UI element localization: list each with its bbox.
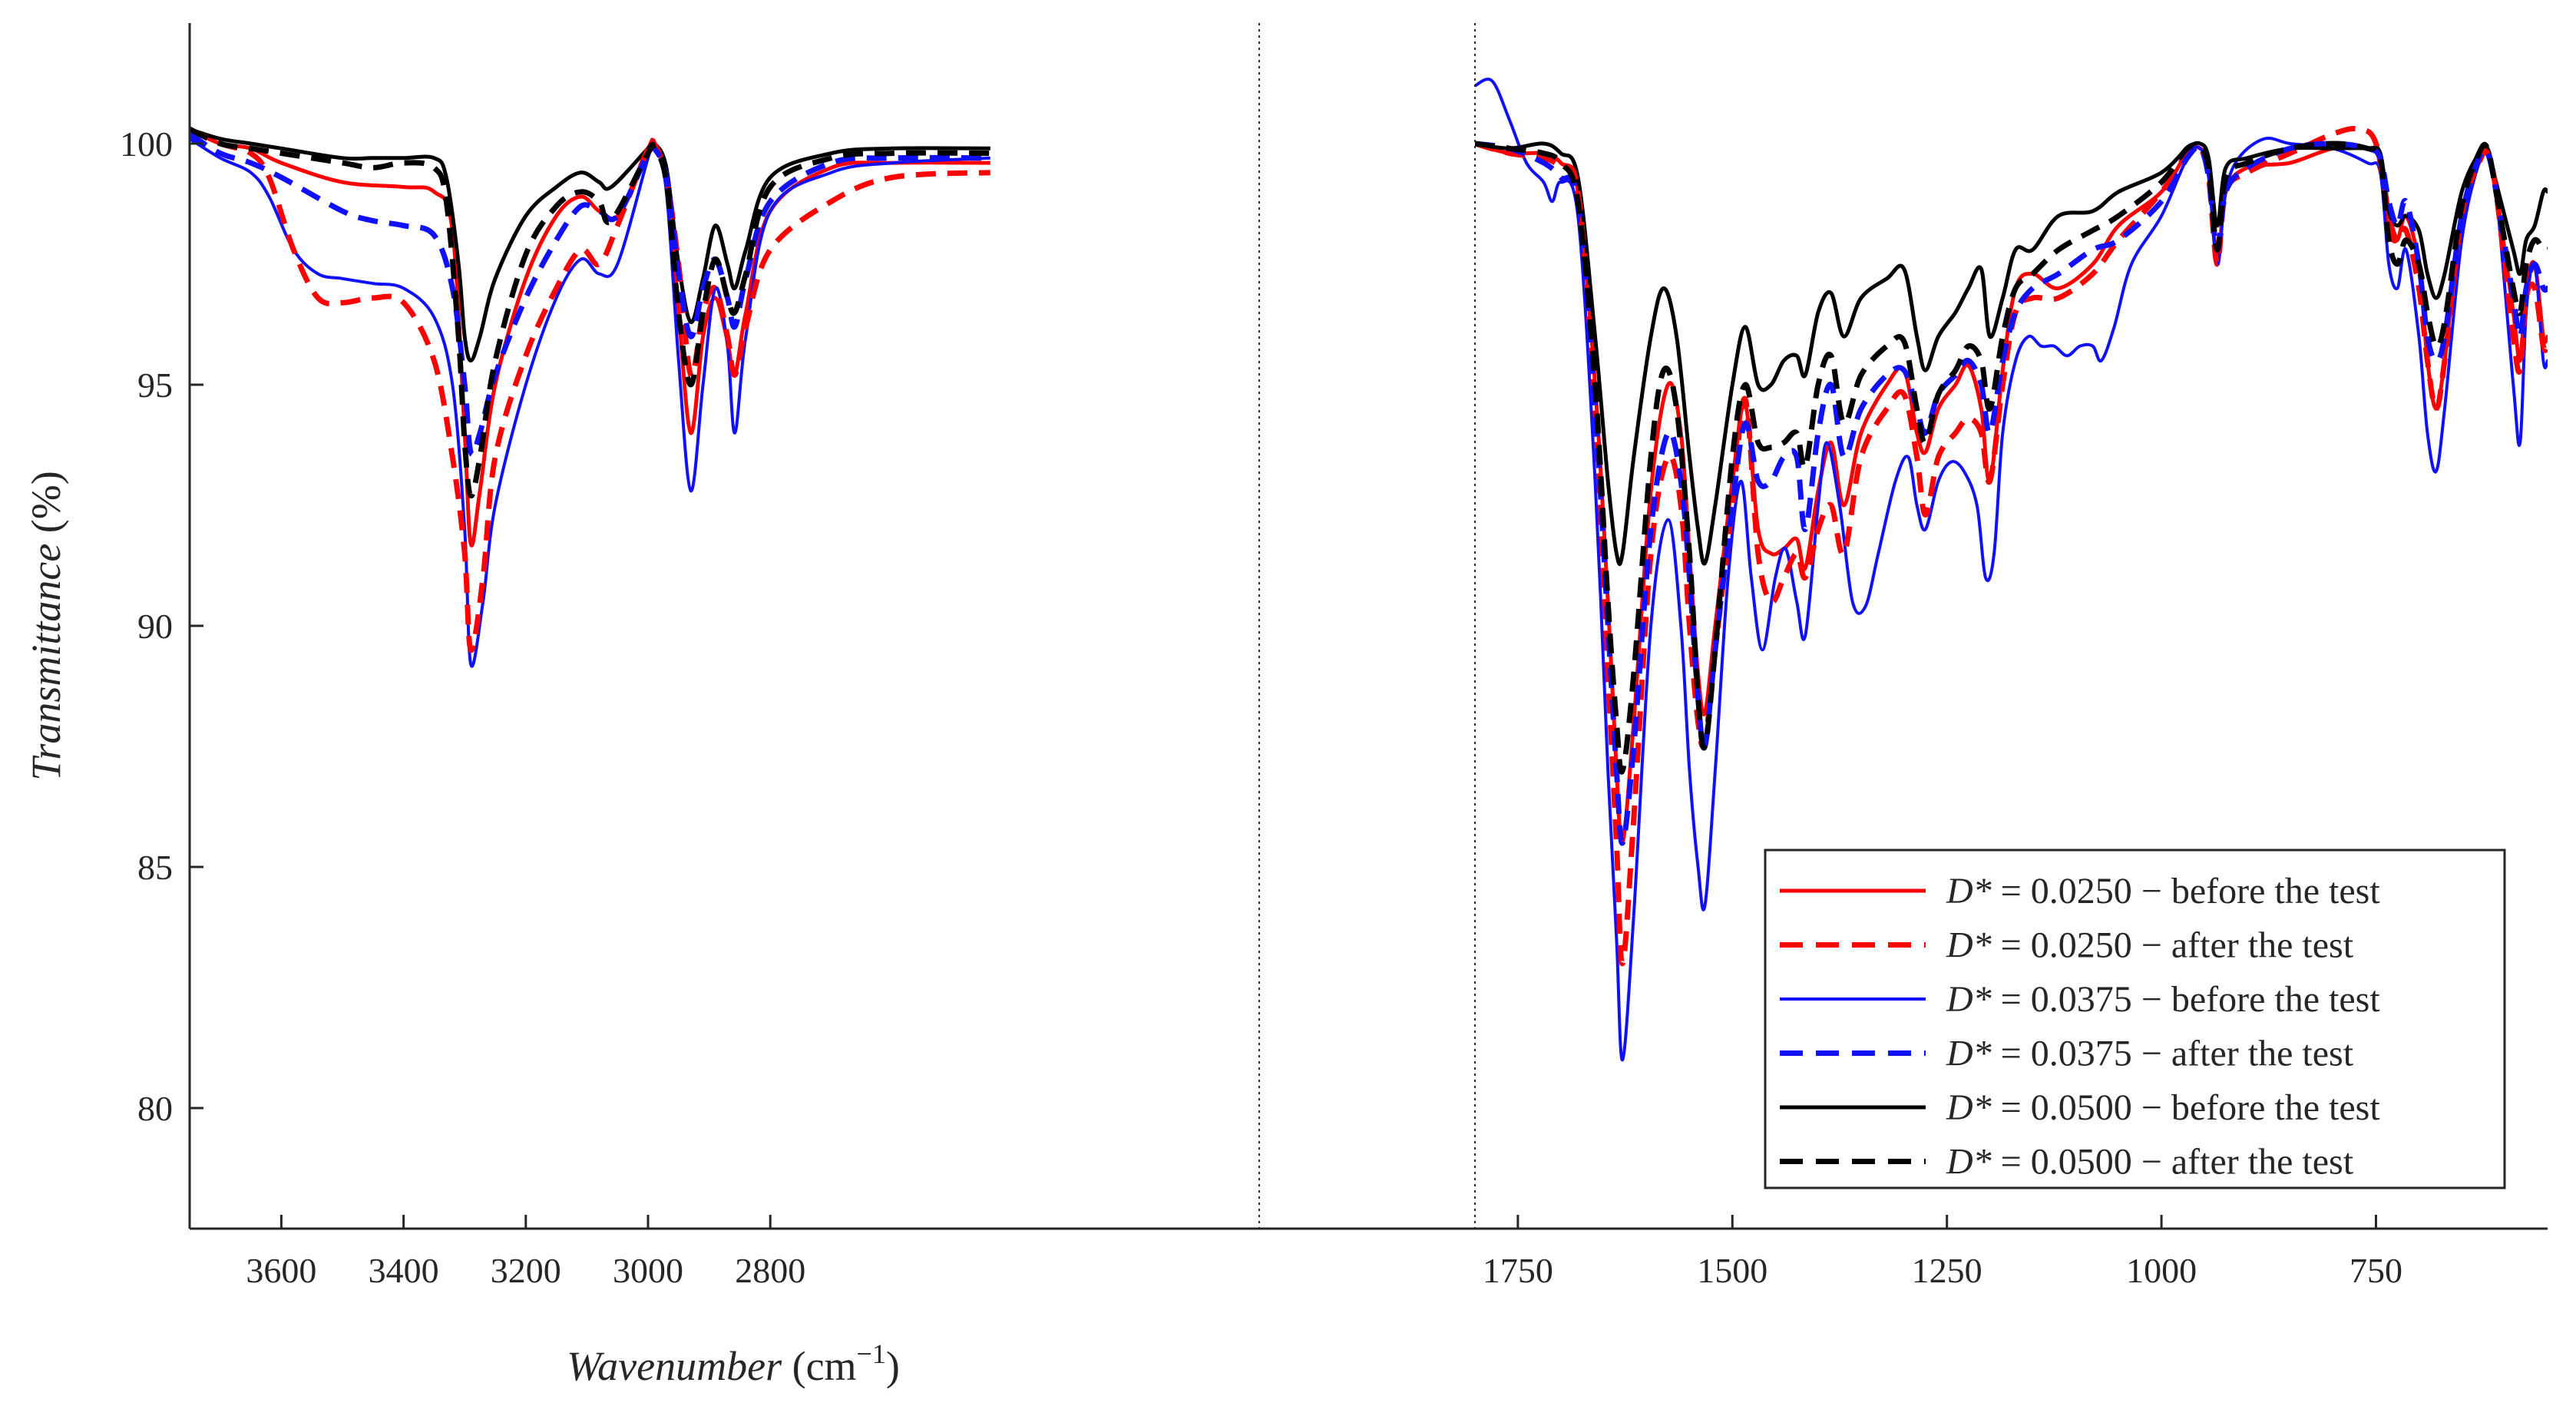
plot-area-left: [190, 127, 990, 668]
y-ticks: 80 85 90 95 100: [120, 124, 203, 1128]
x-axis-title-italic: Wavenumber: [567, 1343, 782, 1389]
series-line-4-right: [1475, 141, 2548, 846]
y-axis-title-unit: (%): [23, 471, 69, 543]
legend-label-5: D* = 0.0500 − before the test: [1946, 1087, 2380, 1128]
x-tick-label: 1250: [1912, 1251, 1982, 1290]
series-line-3-right: [1475, 78, 2548, 1062]
x-ticks: 3600 3400 3200 3000 2800 1750 1500 1250 1000 750: [246, 1215, 2402, 1290]
series-line-2-left: [190, 127, 990, 653]
x-tick-label: 3400: [369, 1251, 439, 1290]
legend-label-italic: D*: [1946, 1087, 1992, 1128]
x-axis-title-unit: (cm: [782, 1343, 856, 1389]
legend-label-rest: = 0.0250 − after the test: [1992, 925, 2354, 966]
series-line-5-left: [190, 127, 990, 363]
legend-label-rest: = 0.0375 − after the test: [1992, 1034, 2354, 1074]
legend-label-rest: = 0.0250 − before the test: [1992, 871, 2381, 911]
series-line-5-right: [1475, 141, 2548, 567]
y-axis-title-italic: Transmittance: [23, 544, 69, 781]
legend-label-rest: = 0.0375 − before the test: [1992, 979, 2381, 1020]
legend-label-italic: D*: [1946, 925, 1992, 966]
legend-label-rest: = 0.0500 − after the test: [1992, 1142, 2354, 1183]
series-line-1-left: [190, 127, 990, 548]
legend-label-italic: D*: [1946, 979, 1992, 1020]
legend-label-2: D* = 0.0250 − after the test: [1946, 925, 2354, 966]
y-tick-label: 85: [137, 848, 173, 887]
plot-area-right: [1475, 78, 2548, 1062]
x-axis-title-superscript: −1: [857, 1338, 886, 1369]
y-tick-label: 80: [137, 1089, 173, 1128]
y-tick-label: 95: [137, 366, 173, 405]
x-tick-label: 1500: [1697, 1251, 1767, 1290]
x-axis-title-close: ): [886, 1343, 900, 1389]
y-tick-label: 90: [137, 607, 173, 646]
legend-label-italic: D*: [1946, 1034, 1992, 1074]
series-line-2-right: [1475, 126, 2548, 967]
legend-label-1: D* = 0.0250 − before the test: [1946, 871, 2380, 911]
y-tick-label: 100: [120, 124, 173, 164]
x-tick-label: 3200: [491, 1251, 561, 1290]
x-tick-label: 2800: [735, 1251, 805, 1290]
x-tick-label: 1000: [2126, 1251, 2197, 1290]
legend-label-italic: D*: [1946, 871, 1992, 911]
x-tick-label: 1750: [1483, 1251, 1553, 1290]
series-line-4-left: [190, 131, 990, 458]
x-tick-label: 3600: [246, 1251, 316, 1290]
legend-label-4: D* = 0.0375 − after the test: [1946, 1034, 2354, 1074]
legend-label-6: D* = 0.0500 − after the test: [1946, 1142, 2354, 1183]
x-axis-title: Wavenumber (cm−1): [567, 1338, 900, 1389]
series-line-3-left: [190, 137, 990, 668]
legend-label-italic: D*: [1946, 1142, 1992, 1183]
legend-label-rest: = 0.0500 − before the test: [1992, 1087, 2381, 1128]
x-tick-label: 750: [2349, 1251, 2402, 1290]
x-tick-label: 3000: [613, 1251, 683, 1290]
y-axis-title: Transmittance (%): [23, 471, 69, 780]
series-line-6-right: [1475, 141, 2548, 775]
legend-label-3: D* = 0.0375 − before the test: [1946, 979, 2380, 1020]
legend-box: [1764, 849, 2506, 1189]
series-line-6-left: [190, 127, 990, 498]
